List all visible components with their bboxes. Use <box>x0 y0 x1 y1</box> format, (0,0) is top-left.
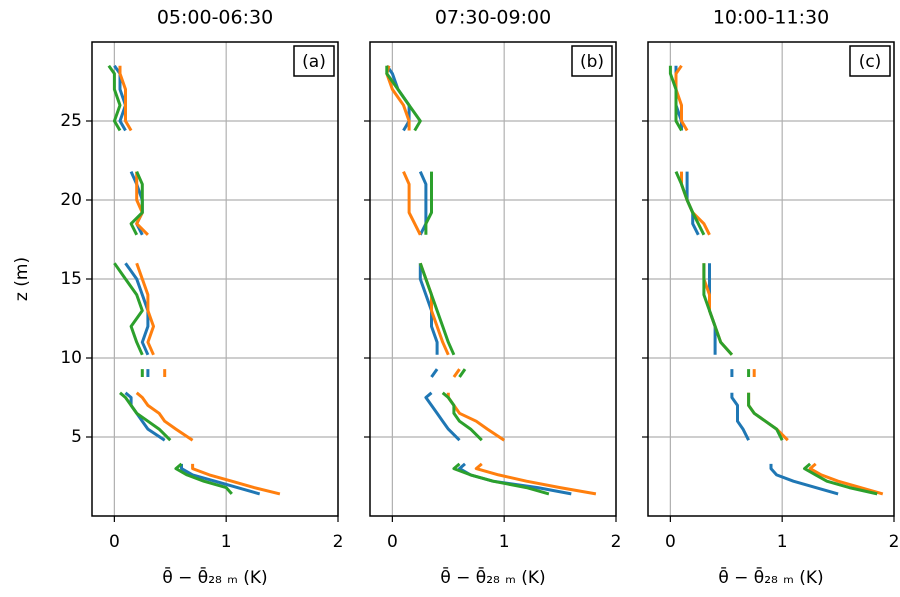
profile-line <box>385 65 550 496</box>
x-axis-label: θ̄ − θ̄₂₈ ₘ (K) <box>162 566 267 588</box>
panel-title: 05:00-06:30 <box>157 7 273 29</box>
x-tick-label: 1 <box>499 532 510 552</box>
panel-label: (a) <box>302 52 326 72</box>
panel-label-box <box>293 45 335 77</box>
axes-frame <box>91 41 339 517</box>
panel-label: (c) <box>859 52 882 72</box>
profile-line <box>113 64 261 496</box>
profile-line <box>674 64 884 496</box>
y-tick-label: 15 <box>60 269 82 289</box>
x-axis-label: θ̄ − θ̄₂₈ ₘ (K) <box>718 566 823 588</box>
panel-label-box <box>849 45 891 77</box>
x-tick-label: 0 <box>387 532 398 552</box>
x-tick-label: 1 <box>777 532 788 552</box>
profile-line <box>385 65 597 496</box>
x-axis-label: θ̄ − θ̄₂₈ ₘ (K) <box>440 566 545 588</box>
panel-title: 07:30-09:00 <box>435 7 551 29</box>
panel-title: 10:00-11:30 <box>713 7 829 29</box>
x-tick-label: 2 <box>333 532 344 552</box>
x-tick-label: 2 <box>611 532 622 552</box>
x-tick-label: 0 <box>109 532 120 552</box>
profile-line <box>107 64 233 495</box>
axes-frame <box>647 41 895 517</box>
panel-label-box <box>571 45 613 77</box>
profile-line <box>674 65 839 496</box>
y-tick-label: 25 <box>60 111 82 131</box>
axes-frame <box>369 41 617 517</box>
y-axis-label: z (m) <box>12 257 32 301</box>
y-tick-label: 20 <box>60 190 82 210</box>
x-tick-label: 2 <box>889 532 900 552</box>
x-tick-label: 1 <box>221 532 232 552</box>
x-tick-label: 0 <box>665 532 676 552</box>
profile-line <box>118 65 281 496</box>
profile-line <box>668 65 878 496</box>
panel-label: (b) <box>580 52 604 72</box>
y-tick-label: 10 <box>60 348 82 368</box>
y-tick-label: 5 <box>71 427 82 447</box>
